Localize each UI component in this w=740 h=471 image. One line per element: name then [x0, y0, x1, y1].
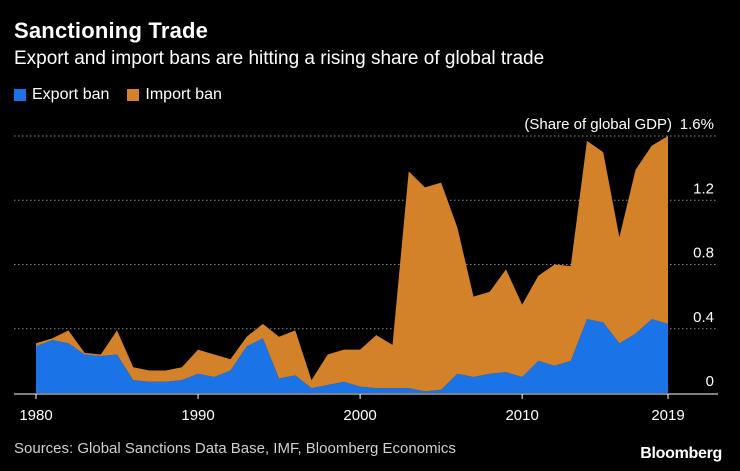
legend-swatch-export-ban [14, 89, 26, 101]
area-import-ban [36, 136, 668, 392]
source-note: Sources: Global Sanctions Data Base, IMF… [14, 440, 456, 457]
legend-item-import-ban: Import ban [127, 86, 222, 104]
x-tick-label-1980: 1980 [19, 407, 52, 424]
legend-label-export-ban: Export ban [32, 86, 110, 103]
y-tick-label-1.6%: 1.6% [680, 116, 714, 133]
x-tick-label-2019: 2019 [651, 407, 684, 424]
y-axis-unit-label: (Share of global GDP) [524, 116, 672, 133]
x-tick-label-1990: 1990 [181, 407, 214, 424]
legend-swatch-import-ban [127, 89, 140, 101]
area-export-ban [36, 319, 668, 393]
y-tick-label-0.4: 0.4 [693, 309, 714, 326]
chart-subtitle: Export and import bans are hitting a ris… [14, 48, 545, 69]
x-tick-label-2010: 2010 [505, 407, 538, 424]
legend-label-import-ban: Import ban [145, 86, 222, 103]
y-tick-label-0.8: 0.8 [693, 245, 714, 262]
bloomberg-logo: Bloomberg [640, 445, 722, 462]
legend-item-export-ban: Export ban [14, 86, 109, 104]
x-tick-label-2000: 2000 [343, 407, 376, 424]
legend: Export ban Import ban [14, 86, 240, 104]
y-tick-label-1.2: 1.2 [693, 180, 714, 197]
y-tick-label-0: 0 [706, 373, 714, 390]
chart-title: Sanctioning Trade [14, 18, 209, 43]
